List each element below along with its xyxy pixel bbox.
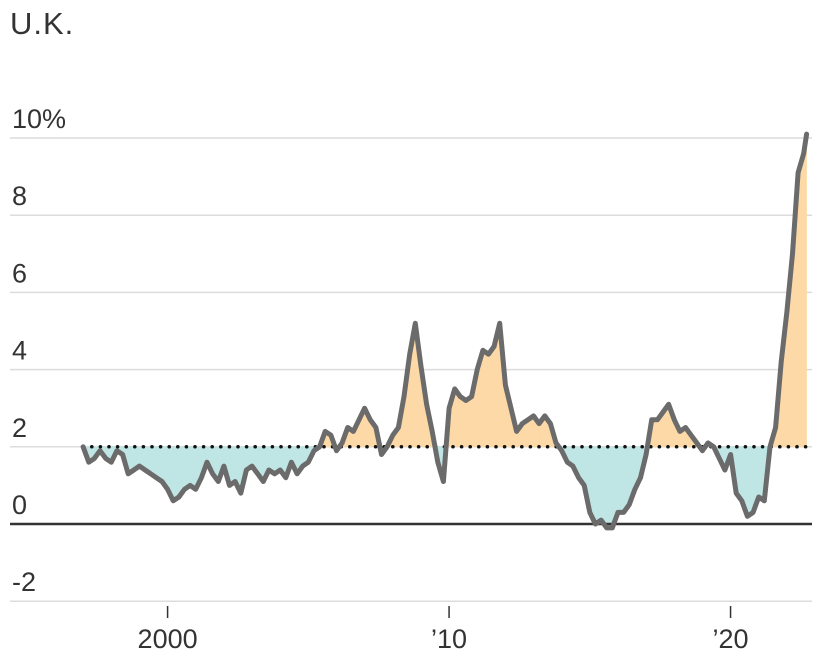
area-below-target [189, 446, 197, 490]
y-tick-label: 10% [12, 104, 66, 134]
y-tick-label: 6 [12, 258, 27, 288]
y-tick-label: -2 [12, 567, 36, 597]
y-tick-label: 4 [12, 336, 27, 366]
chart-title: U.K. [10, 6, 75, 41]
series-line [80, 131, 810, 531]
area-below-target [747, 446, 754, 517]
area-above-target [482, 349, 489, 448]
area-above-target [488, 345, 495, 448]
area-above-target [797, 153, 805, 448]
area-below-target [184, 446, 191, 490]
area-above-target [465, 396, 472, 448]
y-tick-label: 0 [12, 490, 27, 520]
area-above-target [803, 134, 807, 448]
area-below-target [600, 446, 608, 529]
area-below-target [595, 446, 602, 525]
area-above-target [460, 396, 467, 448]
area-below-target [172, 446, 180, 502]
x-tick-label: 2000 [138, 624, 198, 654]
area-below-target [606, 446, 613, 529]
x-tick-label: ’20 [713, 624, 749, 654]
y-tick-label: 2 [12, 413, 27, 443]
y-tick-label: 8 [12, 181, 27, 211]
area-below-target [617, 446, 624, 513]
x-tick-label: ’10 [431, 624, 467, 654]
